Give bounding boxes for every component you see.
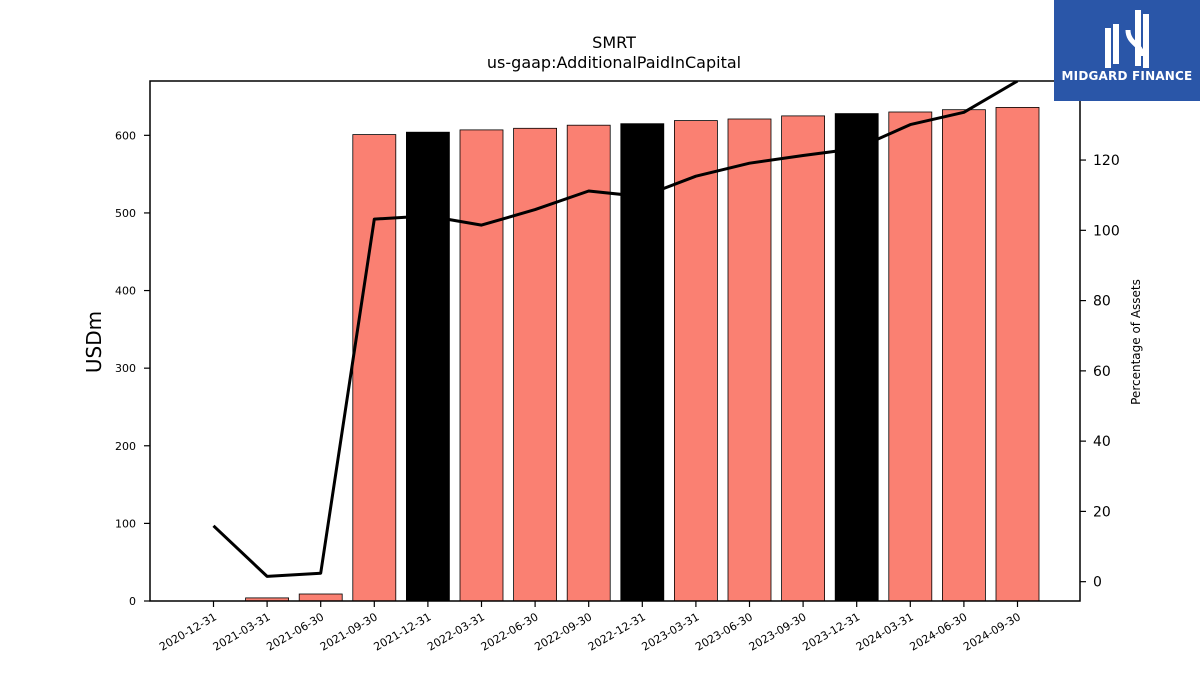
- x-tick-label: 2022-09-30: [532, 610, 594, 653]
- x-tick-label: 2023-09-30: [747, 610, 809, 653]
- brand-name: MIDGARD FINANCE: [1061, 69, 1193, 83]
- bar-2023-06-30: [727, 118, 772, 602]
- bar-2024-03-31: [888, 111, 933, 602]
- y2-tick-label: 20: [1093, 504, 1111, 520]
- bar-2021-09-30: [352, 134, 397, 602]
- y-tick-label: 400: [115, 285, 136, 298]
- y-tick-label: 500: [115, 207, 136, 220]
- bar-2024-09-30: [995, 107, 1040, 602]
- bar-2023-12-31: [834, 113, 879, 602]
- y-tick-label: 0: [129, 595, 136, 608]
- y2-tick-label: 40: [1093, 434, 1111, 450]
- x-tick-label: 2021-06-30: [264, 610, 326, 653]
- x-tick-label: 2023-06-30: [693, 610, 755, 653]
- bar-2023-09-30: [781, 115, 825, 602]
- y-tick-label: 200: [115, 440, 136, 453]
- y-tick-label: 100: [115, 517, 136, 530]
- x-tick-label: 2024-09-30: [961, 610, 1023, 653]
- brand-logo: MIDGARD FINANCE: [1054, 0, 1200, 101]
- x-tick-label: 2024-03-31: [854, 610, 916, 653]
- x-tick-label: 2024-06-30: [908, 610, 970, 653]
- bar-2022-03-31: [459, 129, 504, 602]
- chart-subtitle: us-gaap:AdditionalPaidInCapital: [487, 53, 741, 72]
- bar-2022-09-30: [566, 124, 611, 602]
- x-tick-label: 2022-03-31: [425, 610, 487, 653]
- x-tick-label: 2023-12-31: [800, 610, 862, 653]
- bar-2021-06-30: [298, 593, 343, 602]
- bar-2024-06-30: [942, 109, 986, 602]
- y-axis-label: USDm: [82, 311, 106, 373]
- x-tick-label: 2021-12-31: [372, 610, 434, 653]
- y2-tick-label: 0: [1093, 575, 1102, 591]
- chart-title: SMRT: [592, 33, 636, 52]
- logo-mark-icon: [1105, 10, 1149, 68]
- x-tick-label: 2021-09-30: [318, 610, 380, 653]
- bar-2023-03-31: [674, 120, 718, 602]
- plot-frame: [149, 80, 1081, 602]
- y2-tick-label: 100: [1093, 223, 1120, 239]
- x-tick-label: 2023-03-31: [640, 610, 702, 653]
- y-tick-label: 600: [115, 129, 136, 142]
- bar-2021-12-31: [405, 131, 450, 602]
- y2-axis-label: Percentage of Assets: [1129, 279, 1143, 405]
- x-tick-label: 2020-12-31: [157, 610, 219, 653]
- bar-2022-06-30: [513, 127, 557, 602]
- x-tick-label: 2021-03-31: [211, 610, 273, 653]
- x-tick-label: 2022-12-31: [586, 610, 648, 653]
- x-tick-label: 2022-06-30: [479, 610, 541, 653]
- y-tick-label: 300: [115, 362, 136, 375]
- percentage-line: [212, 81, 1019, 578]
- y2-tick-label: 60: [1093, 364, 1111, 380]
- y2-tick-label: 80: [1093, 294, 1111, 310]
- y2-tick-label: 120: [1093, 153, 1120, 169]
